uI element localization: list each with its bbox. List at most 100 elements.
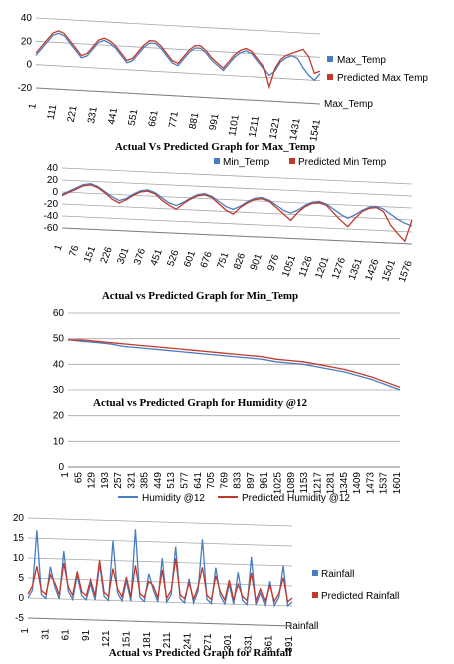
x-tick-label: 1473 xyxy=(365,472,376,495)
gridline xyxy=(27,597,293,607)
legend-label-max-temp: Max_Temp xyxy=(337,55,386,66)
x-tick-label: 111 xyxy=(46,103,60,120)
x-tick-label: 1431 xyxy=(288,117,303,141)
chart-rainfall: Actual vs Predicted Graph for Rainfall R… xyxy=(13,513,400,659)
x-tick-label: 1089 xyxy=(286,472,297,495)
series-line-humidity-12 xyxy=(67,339,401,391)
y-tick-label: 0 xyxy=(26,60,32,71)
chart-min-temp: Actual vs Predicted Graph for Min_Temp M… xyxy=(44,157,415,302)
x-tick-label: 751 xyxy=(215,250,231,270)
x-tick-label: 1501 xyxy=(380,258,398,283)
y-tick-label: 0 xyxy=(52,187,58,198)
x-tick-label: 1541 xyxy=(308,118,323,142)
chart-title-max-temp: Actual Vs Predicted Graph for Max_Temp xyxy=(115,141,315,153)
legend-swatch-predicted-rainfall xyxy=(312,592,318,598)
gridline xyxy=(27,557,293,567)
legend-swatch-max-temp xyxy=(327,56,333,62)
y-tick-label: 5 xyxy=(18,573,24,584)
x-tick-label: 385 xyxy=(140,472,151,489)
x-tick-label: 151 xyxy=(82,244,98,264)
x-tick-label: 601 xyxy=(182,249,198,269)
x-tick-label: 826 xyxy=(232,251,248,271)
x-tick-label: 833 xyxy=(233,472,244,489)
series-line-predicted-rainfall xyxy=(27,558,293,604)
y-tick-label: 10 xyxy=(13,553,25,564)
y-tick-label: 20 xyxy=(47,175,59,186)
x-tick-label: 376 xyxy=(132,247,148,267)
x-tick-label: 301 xyxy=(115,246,131,266)
x-tick-label: 1101 xyxy=(227,114,242,138)
x-tick-label: 65 xyxy=(73,472,84,484)
gridline xyxy=(27,517,293,527)
x-tick-label: 1201 xyxy=(314,255,332,280)
y-tick-label: 50 xyxy=(53,334,65,345)
axis-label-max-temp: Max_Temp xyxy=(324,99,373,110)
x-tick-label: 61 xyxy=(61,629,72,641)
y-tick-label: 20 xyxy=(53,411,65,422)
x-tick-label: 991 xyxy=(208,112,222,131)
x-axis-line xyxy=(27,617,293,627)
y-tick-label: -20 xyxy=(18,83,33,94)
x-tick-label: 241 xyxy=(182,632,193,649)
legend-label-predicted-min-temp: Predicted Min Temp xyxy=(298,157,387,168)
x-tick-label: 551 xyxy=(127,108,141,127)
y-tick-label: 20 xyxy=(21,36,33,47)
x-tick-label: 1576 xyxy=(397,259,415,284)
x-tick-label: 641 xyxy=(193,472,204,489)
y-tick-label: 40 xyxy=(21,13,33,24)
gridline xyxy=(27,537,293,547)
gridline xyxy=(35,17,321,35)
legend-swatch-predicted-min-temp xyxy=(289,158,295,164)
x-tick-label: 1217 xyxy=(312,472,323,495)
chart-title-rainfall: Actual vs Predicted Graph for Rainfall xyxy=(109,647,292,659)
x-tick-label: 211 xyxy=(162,632,173,648)
x-tick-label: 449 xyxy=(153,472,164,489)
x-tick-label: 361 xyxy=(264,635,275,652)
x-tick-label: 1537 xyxy=(379,472,390,495)
series-line-predicted-humidity-12 xyxy=(68,339,401,389)
x-tick-label: 1 xyxy=(27,102,39,110)
gridline xyxy=(61,215,413,233)
gridline xyxy=(61,179,413,197)
y-tick-label: 0 xyxy=(58,462,64,473)
axis-label-rainfall: Rainfall xyxy=(285,621,318,632)
chart-humidity: Actual vs Predicted Graph for Humidity @… xyxy=(53,308,403,504)
x-tick-label: 897 xyxy=(246,472,257,489)
x-tick-label: 321 xyxy=(126,472,137,489)
legend-label-predicted-humidity: Predicted Humidity @12 xyxy=(242,493,350,504)
x-tick-label: 1211 xyxy=(248,115,263,139)
x-tick-label: 331 xyxy=(86,106,100,125)
x-tick-label: 1351 xyxy=(347,257,365,282)
legend-swatch-min-temp xyxy=(214,158,220,164)
x-tick-label: 129 xyxy=(87,472,98,489)
x-axis-line xyxy=(35,87,321,105)
legend-label-predicted-rainfall: Predicted Rainfall xyxy=(321,591,399,602)
gridline xyxy=(35,40,321,58)
chart-title-humidity: Actual vs Predicted Graph for Humidity @… xyxy=(93,397,307,409)
chart-max-temp: Actual Vs Predicted Graph for Max_Temp M… xyxy=(18,13,429,153)
series-line-predicted-max-temp xyxy=(35,30,321,90)
legend-swatch-rainfall xyxy=(312,570,318,576)
y-tick-label: 30 xyxy=(53,385,65,396)
y-tick-label: 60 xyxy=(53,308,65,319)
x-tick-label: 121 xyxy=(101,630,112,647)
x-tick-label: 31 xyxy=(40,628,51,640)
x-tick-label: 451 xyxy=(149,247,165,267)
x-tick-label: 1051 xyxy=(280,254,298,279)
gridline xyxy=(61,191,413,209)
x-tick-label: 221 xyxy=(66,104,80,123)
x-tick-label: 1153 xyxy=(299,472,310,494)
legend-swatch-predicted-max-temp xyxy=(327,74,333,80)
x-tick-label: 1601 xyxy=(392,472,403,495)
x-tick-label: 771 xyxy=(167,110,181,129)
y-tick-label: 40 xyxy=(53,359,65,370)
x-tick-label: 1 xyxy=(20,628,31,634)
x-tick-label: 1 xyxy=(60,472,71,478)
legend-label-min-temp: Min_Temp xyxy=(223,157,270,168)
y-tick-label: -60 xyxy=(44,223,59,234)
series-line-min-temp xyxy=(61,183,413,227)
x-tick-label: 526 xyxy=(165,248,181,268)
x-tick-label: 705 xyxy=(206,472,217,489)
series-line-predicted-min-temp xyxy=(61,184,413,243)
gridline xyxy=(35,64,321,82)
